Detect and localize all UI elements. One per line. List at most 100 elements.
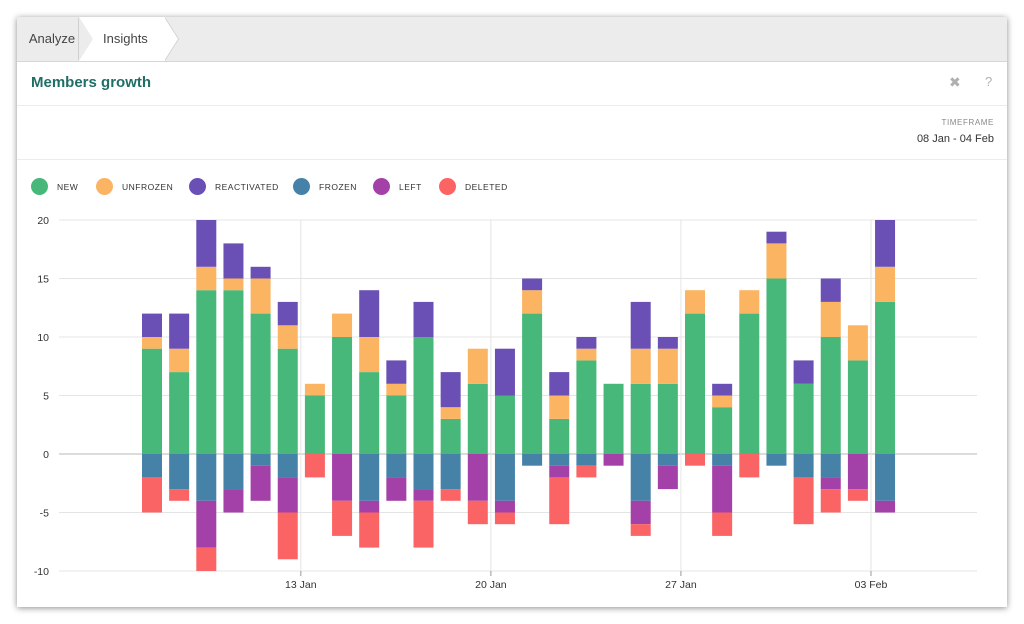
bar-segment-frozen [522,454,543,466]
bar-segment-left [250,465,271,501]
bar-segment-reactivated [196,220,217,267]
bar-segment-new [522,313,543,454]
bar-segment-unfrozen [522,290,543,314]
bar-segment-frozen [549,454,570,466]
legend-label: NEW [57,182,79,192]
x-tick-label: 13 Jan [285,579,317,591]
bar-segment-deleted [359,512,380,548]
bar-segment-frozen [223,454,244,490]
bar-segment-new [169,372,190,454]
bar-segment-left [603,454,624,466]
y-tick-label: 0 [43,449,49,461]
bar-segment-frozen [657,454,678,466]
breadcrumb-analyze[interactable]: Analyze [28,31,76,46]
x-tick-label: 27 Jan [665,579,697,591]
bar-segment-unfrozen [386,383,407,396]
bar-segment-reactivated [277,301,298,326]
bar-segment-frozen [494,454,515,501]
legend-dot-reactivated [189,178,206,195]
bar-segment-new [386,395,407,454]
breadcrumb-separator [79,17,93,61]
bar-segment-new [739,313,760,454]
timeframe-label: TIMEFRAME [941,118,994,127]
bar-segment-left [413,489,434,501]
insights-window: Analyze Insights Members growth ✖ ? TIME… [17,17,1007,607]
bar-segment-unfrozen [169,348,190,373]
bar-segment-unfrozen [875,266,896,302]
bar-segment-deleted [277,512,298,560]
bar-segment-new [440,418,461,454]
bar-segment-reactivated [576,337,597,349]
bar-segment-frozen [386,454,407,478]
breadcrumb: Analyze Insights [17,17,1007,62]
breadcrumb-insights[interactable]: Insights [79,17,165,61]
bar-segment-reactivated [250,266,271,279]
legend-dot-frozen [293,178,310,195]
bar-segment-unfrozen [549,395,570,419]
bar-segment-unfrozen [576,348,597,361]
legend-label: UNFROZEN [122,182,174,192]
bar-segment-new [467,383,488,454]
bar-segment-frozen [820,454,841,478]
bar-segment-unfrozen [332,313,353,337]
x-tick-label: 20 Jan [475,579,507,591]
bar-segment-new [359,372,380,454]
bar-segment-reactivated [413,301,434,337]
bar-segment-unfrozen [630,348,651,384]
bar-segment-reactivated [549,372,570,396]
bar-segment-frozen [250,454,271,466]
bar-segment-unfrozen [712,395,733,408]
bar-segment-new [820,337,841,454]
legend-dot-left [373,178,390,195]
legend-label: LEFT [399,182,422,192]
y-tick-label: 20 [37,215,49,227]
bar-segment-left [875,500,896,513]
bar-segment-left [494,500,515,513]
bar-segment-new [196,290,217,454]
bar-segment-new [657,383,678,454]
bar-segment-deleted [739,454,760,478]
bar-segment-unfrozen [440,407,461,419]
bar-segment-left [223,489,244,513]
bar-segment-deleted [332,500,353,536]
x-tick-label: 03 Feb [855,579,888,591]
bar-segment-new [630,383,651,454]
bar-segment-new [332,337,353,454]
members-growth-chart: -10 -5 0 5 10 15 20 13 Jan 20 Jan 27 Jan 03 Feb [34,215,977,591]
bar-segment-unfrozen [685,290,705,314]
bar-segment-new [549,418,570,454]
bar-segment-unfrozen [250,278,271,314]
panel-header: Members growth ✖ ? [17,62,1007,106]
bar-segment-deleted [576,465,597,478]
bar-segment-left [630,500,651,525]
bar-segment-reactivated [359,290,380,337]
bar-segment-frozen [875,454,896,501]
bar-segment-reactivated [712,383,733,396]
bar-segment-deleted [685,454,705,466]
bar-segment-left [196,500,217,548]
bar-segment-new [603,383,624,454]
bar-segment-left [712,465,733,513]
bar-segment-frozen [169,454,190,490]
y-tick-label: 15 [37,274,49,286]
bar-segment-left [657,465,678,490]
bar-segment-left [467,454,488,501]
bar-segment-deleted [494,512,515,525]
bar-segment-unfrozen [467,348,488,384]
bar-segment-frozen [413,454,434,490]
bar-segment-deleted [142,477,162,513]
bar-segment-new [223,290,244,454]
bar-segment-frozen [793,454,814,478]
bar-segment-frozen [576,454,597,466]
bar-segment-unfrozen [304,383,325,396]
bar-segment-left [820,477,841,490]
bar-segment-left [847,454,868,490]
timeframe-value[interactable]: 08 Jan - 04 Feb [916,133,994,145]
bar-segment-unfrozen [847,325,868,361]
bar-segment-frozen [196,454,217,501]
bar-segment-reactivated [440,372,461,408]
close-icon[interactable]: ✖ [949,74,961,90]
help-icon[interactable]: ? [985,74,993,89]
bar-segment-unfrozen [196,266,217,291]
bar-segment-unfrozen [657,348,678,384]
